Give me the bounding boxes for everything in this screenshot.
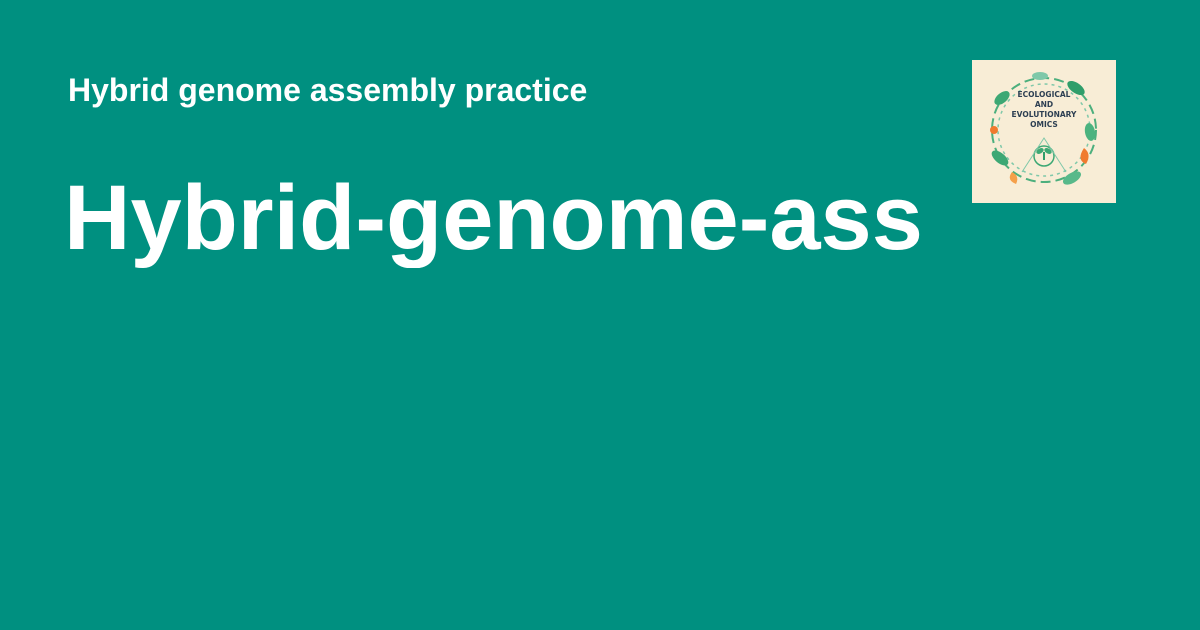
- logo-line-4: OMICS: [1030, 120, 1058, 129]
- logo-line-2: AND: [1034, 100, 1054, 109]
- logo-text: ECOLOGICAL AND EVOLUTIONARY OMICS: [994, 90, 1094, 130]
- logo-illustration: [990, 72, 1097, 185]
- repo-title: Hybrid-genome-ass: [64, 168, 923, 268]
- ecological-omics-logo: ECOLOGICAL AND EVOLUTIONARY OMICS: [972, 60, 1116, 203]
- logo-line-1: ECOLOGICAL: [1017, 90, 1071, 99]
- repo-description: Hybrid genome assembly practice: [68, 72, 588, 108]
- logo-line-3: EVOLUTIONARY: [1011, 110, 1077, 119]
